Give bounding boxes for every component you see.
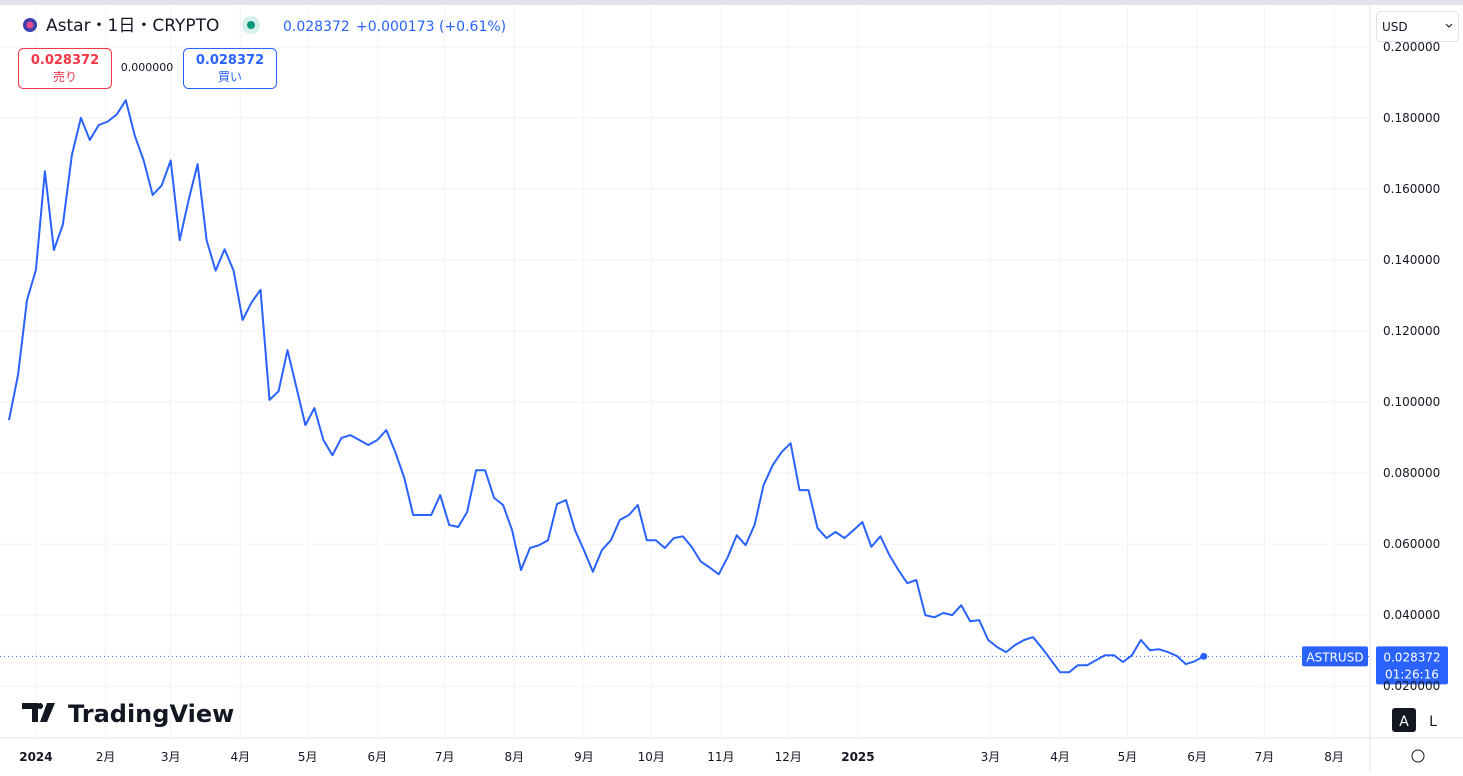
x-tick-label: 3月: [981, 750, 1001, 764]
top-bar: [0, 0, 1463, 5]
grid: [0, 5, 1370, 738]
price-tag-bg: [1376, 646, 1448, 685]
header-price: 0.028372: [283, 19, 350, 35]
spread: 0.000000: [121, 61, 174, 74]
x-tick-label: 2024: [19, 750, 52, 764]
x-tick-label: 8月: [1324, 750, 1344, 764]
y-tick-label: 0.140000: [1383, 253, 1440, 267]
sell-price: 0.028372: [31, 53, 99, 68]
buy-price: 0.028372: [196, 53, 264, 68]
log-scale-button[interactable]: L: [1429, 714, 1437, 730]
x-tick-label: 11月: [707, 750, 734, 764]
symbol-title[interactable]: Astar・1日・CRYPTO: [46, 16, 219, 36]
x-tick-label: 6月: [367, 750, 387, 764]
y-tick-label: 0.080000: [1383, 466, 1440, 480]
price-tag: 0.028372: [1383, 650, 1440, 664]
currency: USD: [1382, 20, 1408, 34]
x-tick-label: 5月: [1118, 750, 1138, 764]
x-tick-label: 4月: [230, 750, 250, 764]
currency-select[interactable]: [1376, 11, 1459, 42]
x-tick-label: 5月: [298, 750, 318, 764]
x-tick-label: 8月: [504, 750, 524, 764]
x-tick-label: 7月: [435, 750, 455, 764]
symbol-icon-inner: [26, 21, 34, 29]
y-tick-label: 0.020000: [1383, 679, 1440, 693]
y-tick-label: 0.160000: [1383, 182, 1440, 196]
dropdown-arrow: [1445, 23, 1453, 28]
y-tick-label: 0.200000: [1383, 40, 1440, 54]
y-tick-label: 0.100000: [1383, 395, 1440, 409]
x-tick-label: 12月: [775, 750, 802, 764]
plot: [0, 99, 1370, 674]
x-tick-label: 2月: [96, 750, 116, 764]
price-line: [8, 99, 1205, 674]
header-change: +0.000173 (+0.61%): [356, 19, 506, 35]
x-tick-label: 3月: [161, 750, 181, 764]
settings-button[interactable]: [1411, 749, 1425, 763]
brand-logo: [22, 703, 55, 722]
x-tick-label: 6月: [1187, 750, 1207, 764]
x-tick-label: 7月: [1255, 750, 1275, 764]
auto-scale-button[interactable]: [1392, 708, 1416, 732]
sell-label: 売り: [53, 69, 77, 84]
last-point: [1200, 652, 1208, 660]
y-tick-label: 0.040000: [1383, 608, 1440, 622]
symbol-tag-bg: [1302, 646, 1368, 667]
buy-button[interactable]: [183, 48, 277, 89]
sell-button[interactable]: [18, 48, 112, 89]
y-tick-label: 0.060000: [1383, 537, 1440, 551]
brand-name[interactable]: TradingView: [68, 700, 234, 728]
symbol-tag: ASTRUSD: [1306, 650, 1363, 664]
x-tick-label: 2025: [841, 750, 874, 764]
countdown: 01:26:16: [1385, 667, 1439, 681]
x-tick-label: 9月: [574, 750, 594, 764]
buy-label: 買い: [218, 70, 242, 84]
y-tick-label: 0.120000: [1383, 324, 1440, 338]
y-tick-label: 0.180000: [1383, 111, 1440, 125]
x-tick-label: 4月: [1050, 750, 1070, 764]
auto-scale-label: A: [1399, 714, 1409, 730]
market-status-dot: [247, 21, 255, 29]
x-tick-label: 10月: [638, 750, 665, 764]
price-tags: ASTRUSD 0.028372 01:26:16: [1302, 646, 1448, 685]
